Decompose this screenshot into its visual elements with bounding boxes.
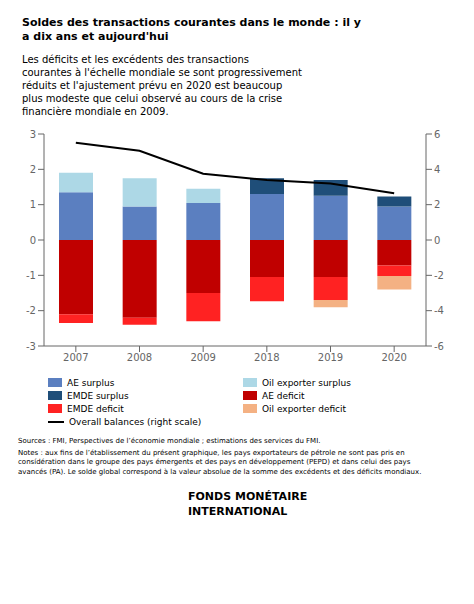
svg-text:2: 2 (30, 163, 36, 174)
html-text:Oil exporter deficit: Oil exporter deficit (262, 403, 347, 414)
svg-text:2019: 2019 (318, 352, 343, 363)
svg-text:2007: 2007 (63, 352, 88, 363)
svg-text:0: 0 (434, 234, 440, 245)
html-text:Overall balances (right scale): Overall balances (right scale) (69, 416, 202, 427)
html-text:Notes : aux fins de l’établiss: Notes : aux fins de l’établissement du p… (18, 449, 422, 476)
svg-text:-4: -4 (434, 305, 444, 316)
svg-text:-6: -6 (434, 340, 444, 351)
svg-text:2020: 2020 (381, 352, 406, 363)
html-text:Oil exporter surplus: Oil exporter surplus (262, 377, 351, 388)
html-text:INTERNATIONAL: INTERNATIONAL (188, 504, 288, 518)
svg-text:2: 2 (434, 199, 440, 210)
html-text:AE deficit: AE deficit (262, 390, 305, 401)
svg-text:-1: -1 (26, 269, 36, 280)
html-text:FONDS MONÉTAIRE: FONDS MONÉTAIRE (188, 490, 308, 504)
html-text:Sources : FMI, Perspectives de: Sources : FMI, Perspectives de l’économi… (18, 436, 321, 445)
svg-text:-3: -3 (26, 340, 36, 351)
svg-text:3: 3 (30, 128, 36, 139)
html-text:AE surplus: AE surplus (67, 377, 115, 388)
html-text:Les déficits et les excédents: Les déficits et les excédents des transa… (22, 53, 302, 117)
svg-text:-2: -2 (26, 305, 36, 316)
html-text:Soldes des transactions couran: Soldes des transactions courantes dans l… (22, 16, 361, 44)
svg-text:-2: -2 (434, 269, 444, 280)
svg-text:2008: 2008 (127, 352, 152, 363)
html-text:EMDE surplus: EMDE surplus (67, 390, 129, 401)
html-text:EMDE deficit: EMDE deficit (67, 403, 124, 414)
svg-text:2018: 2018 (254, 352, 279, 363)
svg-text:0: 0 (30, 234, 36, 245)
svg-text:4: 4 (434, 163, 440, 174)
svg-text:2009: 2009 (190, 352, 215, 363)
svg-text:6: 6 (434, 128, 440, 139)
svg-text:1: 1 (30, 199, 36, 210)
